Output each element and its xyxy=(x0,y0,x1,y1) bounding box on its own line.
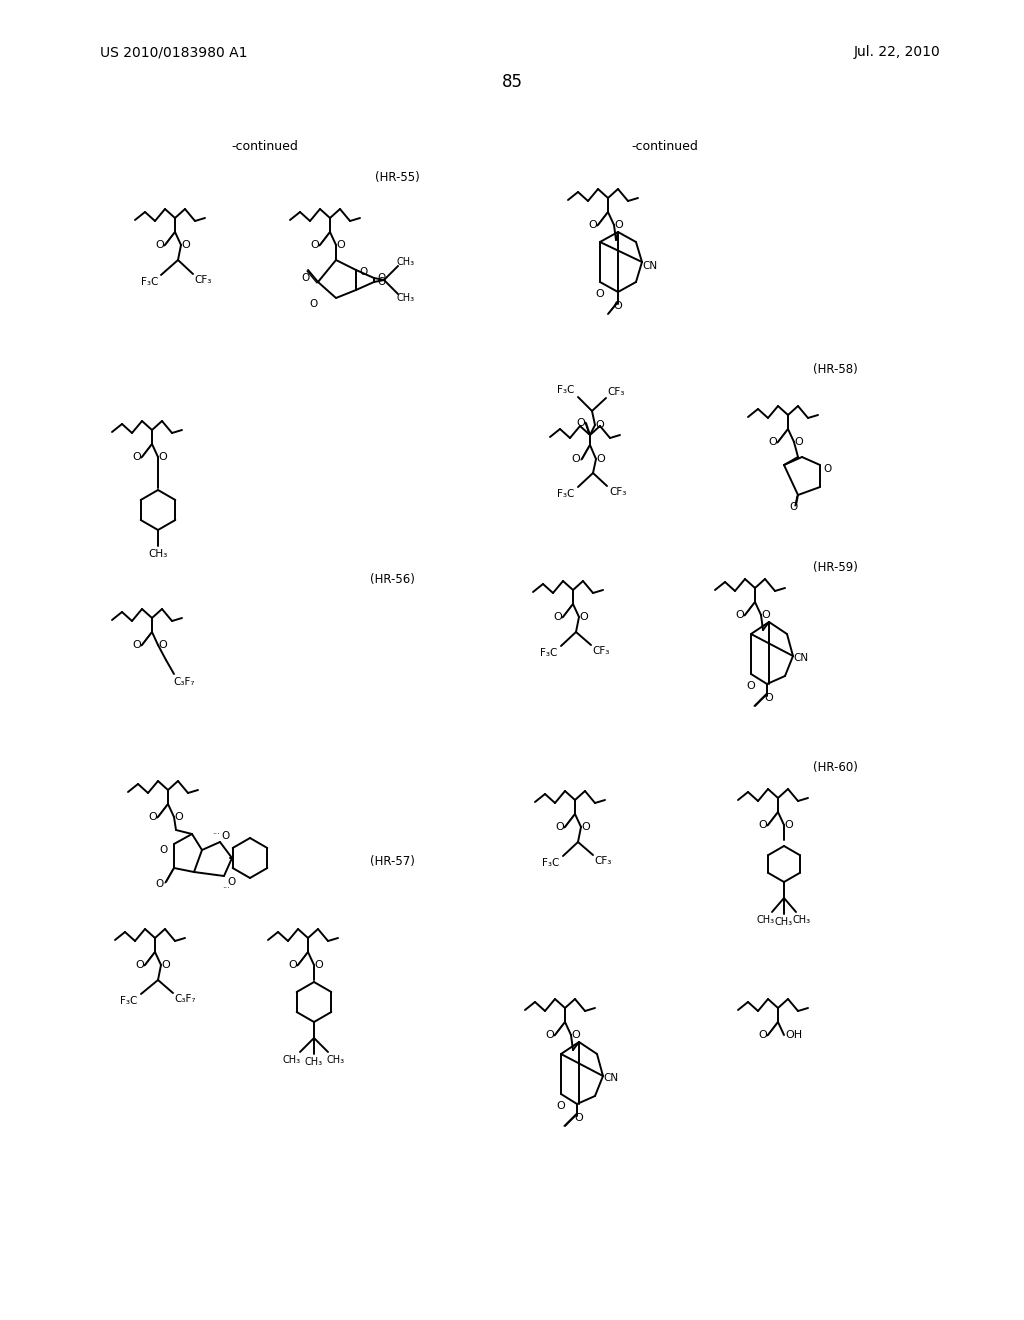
Text: O: O xyxy=(135,960,144,970)
Text: -continued: -continued xyxy=(632,140,698,153)
Text: O: O xyxy=(596,289,604,300)
Text: O: O xyxy=(577,418,586,428)
Text: O: O xyxy=(735,610,744,620)
Text: O: O xyxy=(571,1030,581,1040)
Text: (HR-58): (HR-58) xyxy=(813,363,857,376)
Text: CH₃: CH₃ xyxy=(305,1057,323,1067)
Text: US 2010/0183980 A1: US 2010/0183980 A1 xyxy=(100,45,248,59)
Text: O: O xyxy=(765,693,773,704)
Text: O: O xyxy=(359,267,368,277)
Text: (HR-59): (HR-59) xyxy=(813,561,857,574)
Text: CH₃: CH₃ xyxy=(283,1055,301,1065)
Text: -continued: -continued xyxy=(231,140,298,153)
Text: O: O xyxy=(759,1030,767,1040)
Text: CF₃: CF₃ xyxy=(195,275,212,285)
Text: O: O xyxy=(133,451,141,462)
Text: O: O xyxy=(759,820,767,830)
Text: O: O xyxy=(614,220,624,230)
Text: O: O xyxy=(337,240,345,249)
Text: F₃C: F₃C xyxy=(541,648,558,657)
Text: O: O xyxy=(613,301,623,312)
Text: 85: 85 xyxy=(502,73,522,91)
Text: O: O xyxy=(175,812,183,822)
Text: O: O xyxy=(162,960,170,970)
Text: CH₃: CH₃ xyxy=(397,293,415,304)
Text: CH₃: CH₃ xyxy=(757,915,775,925)
Text: O: O xyxy=(582,822,591,832)
Text: O: O xyxy=(557,1101,565,1111)
Text: CH₃: CH₃ xyxy=(793,915,811,925)
Text: O: O xyxy=(310,240,319,249)
Text: (HR-55): (HR-55) xyxy=(375,170,420,183)
Text: O: O xyxy=(181,240,190,249)
Text: O: O xyxy=(302,273,310,282)
Text: O: O xyxy=(228,876,237,887)
Text: O: O xyxy=(378,273,386,282)
Text: O: O xyxy=(589,220,597,230)
Text: O: O xyxy=(571,454,581,465)
Text: (HR-56): (HR-56) xyxy=(370,573,415,586)
Text: F₃C: F₃C xyxy=(120,997,137,1006)
Text: F₃C: F₃C xyxy=(141,277,159,286)
Text: O: O xyxy=(597,454,605,465)
Text: O: O xyxy=(159,451,167,462)
Text: O: O xyxy=(554,612,562,622)
Text: O: O xyxy=(156,240,165,249)
Text: CH₃: CH₃ xyxy=(327,1055,345,1065)
Text: O: O xyxy=(133,640,141,649)
Text: O: O xyxy=(746,681,756,690)
Text: ...: ... xyxy=(222,882,230,891)
Text: O: O xyxy=(159,640,167,649)
Text: O: O xyxy=(148,812,158,822)
Text: CN: CN xyxy=(603,1073,618,1082)
Text: F₃C: F₃C xyxy=(543,858,560,869)
Text: O: O xyxy=(156,879,164,888)
Text: (HR-60): (HR-60) xyxy=(813,762,857,775)
Text: O: O xyxy=(378,277,386,286)
Text: O: O xyxy=(784,820,794,830)
Text: (HR-57): (HR-57) xyxy=(370,855,415,869)
Text: CN: CN xyxy=(642,261,657,271)
Text: O: O xyxy=(314,960,324,970)
Text: O: O xyxy=(824,465,833,474)
Text: CH₃: CH₃ xyxy=(397,257,415,267)
Text: O: O xyxy=(574,1113,584,1123)
Text: CF₃: CF₃ xyxy=(609,487,627,498)
Text: CF₃: CF₃ xyxy=(594,855,611,866)
Text: O: O xyxy=(580,612,589,622)
Text: C₃F₇: C₃F₇ xyxy=(173,677,195,686)
Text: CF₃: CF₃ xyxy=(592,645,609,656)
Text: O: O xyxy=(310,300,318,309)
Text: CF₃: CF₃ xyxy=(607,387,625,397)
Text: O: O xyxy=(790,502,798,512)
Text: CH₃: CH₃ xyxy=(148,549,168,558)
Text: Jul. 22, 2010: Jul. 22, 2010 xyxy=(853,45,940,59)
Text: C₃F₇: C₃F₇ xyxy=(174,994,196,1005)
Text: O: O xyxy=(222,832,230,841)
Text: O: O xyxy=(596,420,604,430)
Text: CH₃: CH₃ xyxy=(775,917,793,927)
Text: CN: CN xyxy=(794,653,809,663)
Text: OH: OH xyxy=(785,1030,803,1040)
Text: O: O xyxy=(160,845,168,855)
Text: O: O xyxy=(556,822,564,832)
Text: O: O xyxy=(769,437,777,447)
Text: O: O xyxy=(762,610,770,620)
Text: O: O xyxy=(546,1030,554,1040)
Text: F₃C: F₃C xyxy=(557,385,574,395)
Text: F₃C: F₃C xyxy=(557,488,574,499)
Text: ...: ... xyxy=(212,828,220,837)
Text: O: O xyxy=(289,960,297,970)
Text: O: O xyxy=(795,437,804,447)
